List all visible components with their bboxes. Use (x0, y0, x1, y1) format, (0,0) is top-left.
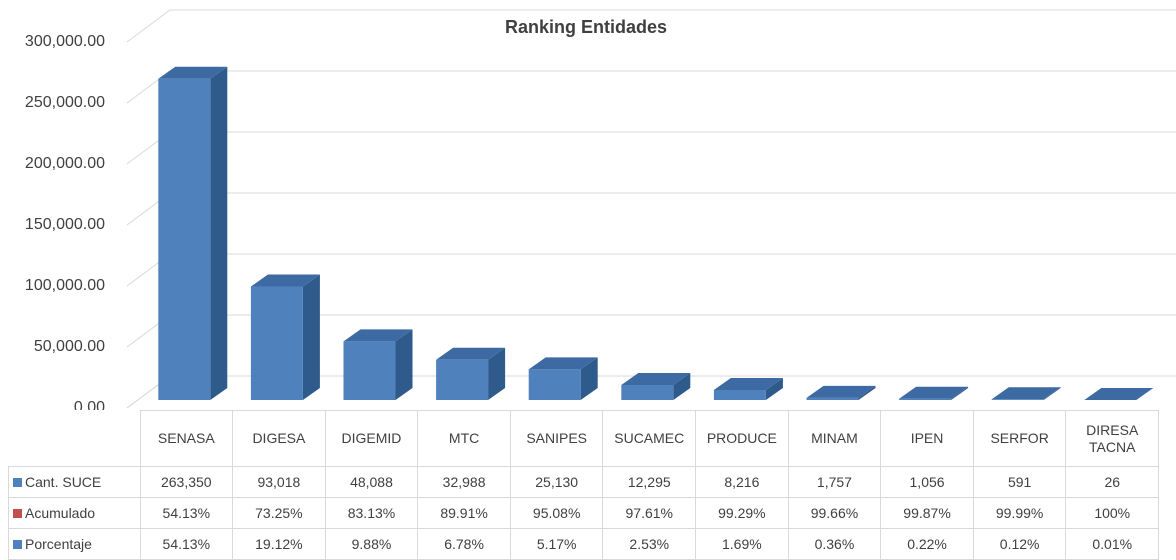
value-label: 99.29% (696, 498, 789, 529)
y-tick-label: 300,000.00 (25, 33, 105, 50)
value-label: 1,056 (881, 467, 974, 498)
bar (251, 287, 303, 400)
grid-line (127, 193, 1176, 225)
value-label: 95.08% (510, 498, 603, 529)
x-tick-label: SANIPES (510, 411, 603, 467)
value-label: 0.36% (788, 529, 881, 560)
bar (992, 399, 1044, 400)
bar (529, 369, 581, 400)
value-label: 263,350 (140, 467, 233, 498)
value-label: 73.25% (233, 498, 326, 529)
legend-key (13, 478, 22, 487)
bar (436, 360, 488, 400)
value-label: 48,088 (325, 467, 418, 498)
x-tick-label: PRODUCE (696, 411, 789, 467)
x-tick-label: SERFOR (973, 411, 1066, 467)
bar-side (396, 329, 413, 400)
x-tick-label: IPEN (881, 411, 974, 467)
value-label: 19.12% (233, 529, 326, 560)
corner (9, 411, 141, 467)
chart-title: Ranking Entidades (505, 17, 667, 37)
x-tick-label: SENASA (140, 411, 233, 467)
value-label: 6.78% (418, 529, 511, 560)
legend-entry: Porcentaje (9, 529, 141, 560)
value-label: 0.22% (881, 529, 974, 560)
x-tick-label: DIGESA (233, 411, 326, 467)
value-label: 89.91% (418, 498, 511, 529)
x-tick-label: MTC (418, 411, 511, 467)
x-tick-label: DIRESA TACNA (1066, 411, 1159, 467)
value-label: 99.87% (881, 498, 974, 529)
value-label: 12,295 (603, 467, 696, 498)
value-label: 5.17% (510, 529, 603, 560)
value-label: 1,757 (788, 467, 881, 498)
x-tick-label: DIGEMID (325, 411, 418, 467)
y-tick-label: 150,000.00 (25, 216, 105, 233)
y-tick-label: 100,000.00 (25, 277, 105, 294)
bar-top (1084, 388, 1153, 400)
bar (807, 398, 859, 400)
bar (899, 399, 951, 400)
bar-top (899, 387, 968, 399)
value-label: 99.66% (788, 498, 881, 529)
value-label: 93,018 (233, 467, 326, 498)
legend-label: Porcentaje (25, 536, 92, 552)
value-label: 2.53% (603, 529, 696, 560)
y-tick-label: 250,000.00 (25, 94, 105, 111)
value-label: 0.01% (1066, 529, 1159, 560)
table-row: Porcentaje 54.13%19.12%9.88%6.78%5.17%2.5… (9, 529, 1159, 560)
value-label: 8,216 (696, 467, 789, 498)
value-label: 591 (973, 467, 1066, 498)
legend-label: Acumulado (25, 505, 95, 521)
bar-top (992, 387, 1061, 399)
value-label: 83.13% (325, 498, 418, 529)
value-label: 26 (1066, 467, 1159, 498)
value-label: 1.69% (696, 529, 789, 560)
grid-line (127, 71, 1176, 103)
value-label: 97.61% (603, 498, 696, 529)
value-label: 25,130 (510, 467, 603, 498)
value-label: 100% (1066, 498, 1159, 529)
legend-entry: Cant. SUCE (9, 467, 141, 498)
grid-line (127, 132, 1176, 164)
legend-key (13, 509, 22, 518)
bar (621, 385, 673, 400)
chart: Ranking Entidades 0.00 50,000.00 100,000.0… (0, 0, 1176, 410)
bar-side (303, 275, 320, 400)
value-label: 54.13% (140, 529, 233, 560)
y-tick-label: 0.00 (74, 399, 105, 410)
value-label: 0.12% (973, 529, 1066, 560)
bar (344, 341, 396, 400)
bar-side (210, 67, 227, 400)
bar (158, 79, 210, 400)
bar (714, 390, 766, 400)
y-tick-label: 200,000.00 (25, 155, 105, 172)
bar-top (807, 386, 876, 398)
x-tick-label: MINAM (788, 411, 881, 467)
legend-label: Cant. SUCE (25, 474, 101, 490)
value-label: 9.88% (325, 529, 418, 560)
y-tick-label: 50,000.00 (34, 338, 105, 355)
legend-key (13, 540, 22, 549)
value-label: 54.13% (140, 498, 233, 529)
value-label: 99.99% (973, 498, 1066, 529)
x-tick-label: SUCAMEC (603, 411, 696, 467)
value-label: 32,988 (418, 467, 511, 498)
legend-entry: Acumulado (9, 498, 141, 529)
